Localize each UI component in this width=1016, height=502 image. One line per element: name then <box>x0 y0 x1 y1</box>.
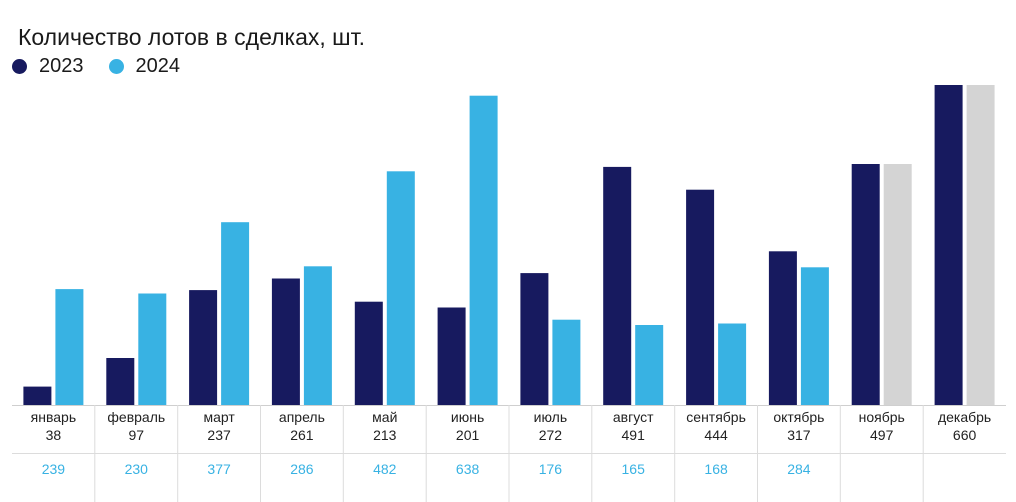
bar-2023-9 <box>768 251 797 405</box>
value-label-2024: 168 <box>704 461 728 477</box>
bar-2024-3 <box>303 266 332 405</box>
legend-dot-2023-icon <box>12 59 27 74</box>
legend: 2023 2024 <box>12 55 205 78</box>
bar-2023-2 <box>189 290 218 405</box>
value-label-2023: 317 <box>787 427 811 443</box>
bar-2024-1 <box>138 293 167 405</box>
value-label-2024: 482 <box>373 461 397 477</box>
value-label-2023: 444 <box>704 427 728 443</box>
bar-2023-6 <box>520 273 549 405</box>
legend-item-2023: 2023 <box>12 55 84 78</box>
bar-2023-11 <box>934 85 963 405</box>
value-label-2023: 38 <box>46 427 62 443</box>
value-label-2024: 239 <box>42 461 66 477</box>
x-tick-label: сентябрь <box>686 409 746 425</box>
bar-2023-0 <box>23 386 52 405</box>
x-tick-label: август <box>613 409 654 425</box>
value-label-2023: 497 <box>870 427 894 443</box>
x-tick-label: апрель <box>279 409 325 425</box>
value-label-2023: 272 <box>539 427 563 443</box>
bar-2024-7 <box>635 325 664 405</box>
bar-2023-7 <box>603 166 632 405</box>
x-tick-label: октябрь <box>773 409 824 425</box>
legend-item-2024: 2024 <box>108 55 181 78</box>
bar-2024-6 <box>552 319 581 405</box>
value-label-2023: 261 <box>290 427 314 443</box>
x-tick-label: март <box>203 409 235 425</box>
bar-2023-4 <box>354 301 383 405</box>
value-label-2024: 284 <box>787 461 811 477</box>
x-tick-label: декабрь <box>938 409 991 425</box>
bar-2024-8 <box>718 323 747 405</box>
bar-2024-9 <box>800 267 829 405</box>
value-label-2023: 237 <box>207 427 231 443</box>
value-label-2024: 638 <box>456 461 480 477</box>
bar-2024-5 <box>469 95 498 405</box>
value-label-2024: 176 <box>539 461 563 477</box>
bar-placeholder-11 <box>966 85 995 405</box>
legend-label-2024: 2024 <box>135 55 181 77</box>
value-label-2024: 230 <box>125 461 149 477</box>
chart-title: Количество лотов в сделках, шт. <box>18 24 365 50</box>
x-tick-label: июнь <box>451 409 484 425</box>
value-label-2024: 165 <box>622 461 646 477</box>
x-tick-label: май <box>372 409 397 425</box>
x-tick-label: ноябрь <box>859 409 905 425</box>
bar-2023-5 <box>437 307 466 405</box>
bar-placeholder-10 <box>883 164 912 405</box>
value-label-2023: 660 <box>953 427 977 443</box>
bar-2023-10 <box>851 164 880 405</box>
legend-label-2023: 2023 <box>39 55 84 77</box>
value-label-2023: 201 <box>456 427 480 443</box>
bar-2023-3 <box>271 278 300 405</box>
legend-dot-2024-icon <box>108 59 124 74</box>
value-label-2023: 213 <box>373 427 397 443</box>
x-tick-label: февраль <box>107 409 165 425</box>
value-label-2024: 377 <box>207 461 231 477</box>
value-label-2023: 97 <box>129 427 145 443</box>
x-tick-label: январь <box>31 409 76 425</box>
bar-2023-8 <box>686 189 715 405</box>
bar-2024-4 <box>386 171 415 405</box>
value-label-2024: 286 <box>290 461 314 477</box>
x-tick-label: июль <box>534 409 567 425</box>
bar-2024-2 <box>221 222 250 405</box>
value-label-2023: 491 <box>622 427 646 443</box>
bar-2024-0 <box>55 289 84 405</box>
bar-2023-1 <box>106 358 135 405</box>
